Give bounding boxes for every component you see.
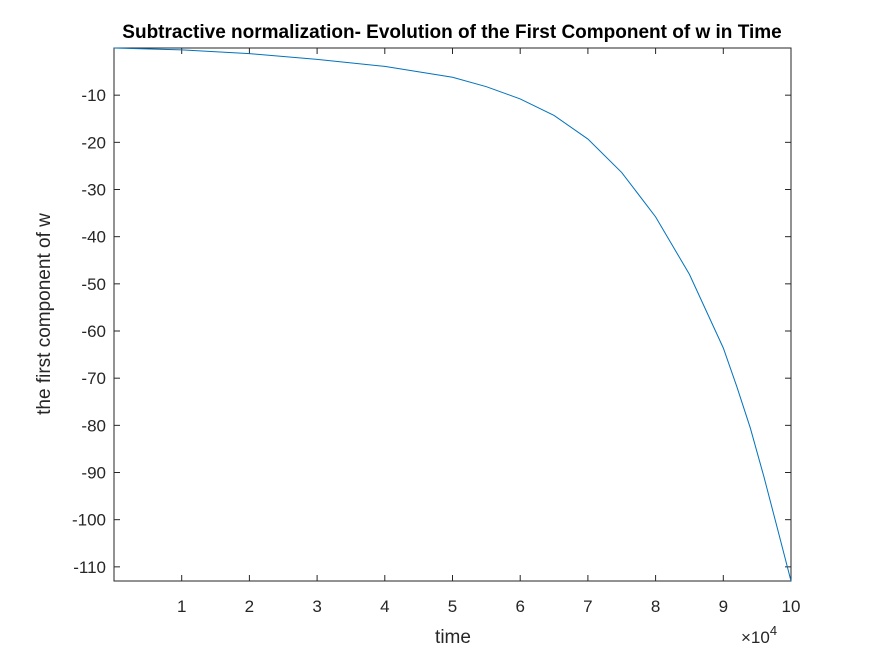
x-axis: 1 2 3 4 5 6 7 8 9 10	[177, 48, 800, 616]
y-tick-label: -100	[72, 511, 106, 530]
y-tick-label: -30	[81, 181, 106, 200]
chart-title: Subtractive normalization- Evolution of …	[122, 22, 781, 43]
x-multiplier-exponent: 4	[770, 623, 777, 638]
y-tick-label: -110	[73, 558, 106, 577]
y-tick-label: -90	[81, 464, 106, 483]
y-tick-label: -10	[81, 86, 106, 105]
series-line	[113, 47, 792, 582]
x-tick-label: 3	[312, 597, 321, 616]
y-axis-label: the first component of w	[34, 213, 55, 415]
y-tick-label: -40	[81, 228, 106, 247]
x-axis-label: time	[435, 627, 471, 648]
plot-area	[113, 47, 792, 582]
y-tick-label: -50	[81, 275, 106, 294]
x-tick-label: 5	[448, 597, 457, 616]
x-tick-label: 1	[177, 597, 186, 616]
x-tick-label: 10	[782, 597, 801, 616]
y-tick-label: -80	[81, 416, 106, 435]
y-axis: -10 -20 -30 -40 -50 -60 -70 -80 -90 -100 -110	[72, 86, 791, 577]
y-tick-label: -60	[81, 322, 106, 341]
y-tick-label: -70	[81, 369, 106, 388]
x-tick-label: 6	[515, 597, 524, 616]
x-tick-label: 7	[583, 597, 592, 616]
x-tick-label: 9	[719, 597, 728, 616]
x-tick-label: 4	[380, 597, 389, 616]
x-multiplier-base: ×10	[741, 628, 770, 647]
x-tick-label: 2	[245, 597, 254, 616]
y-tick-label: -20	[81, 133, 106, 152]
x-tick-label: 8	[651, 597, 660, 616]
x-multiplier: ×104	[741, 623, 777, 647]
